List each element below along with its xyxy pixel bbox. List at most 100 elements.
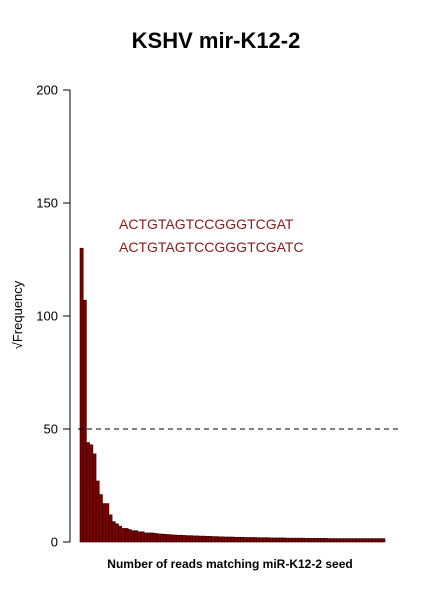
bar (220, 536, 225, 543)
bar (124, 528, 129, 543)
bar (249, 537, 254, 543)
bar (291, 537, 296, 543)
bar (230, 536, 235, 543)
bar (82, 299, 87, 543)
bar (281, 537, 286, 543)
bar (259, 537, 264, 543)
bar (365, 538, 370, 543)
bars-group (79, 247, 386, 543)
bar (208, 536, 212, 543)
bar (156, 533, 161, 543)
bar (262, 537, 267, 543)
bar (375, 538, 379, 543)
bar (285, 537, 289, 543)
bar (140, 531, 145, 543)
bar (185, 535, 190, 543)
bar (188, 535, 193, 543)
bar (240, 536, 245, 543)
annotation-line-1: ACTGTAGTCCGGGTCGAT (119, 216, 294, 232)
y-tick-label: 0 (51, 535, 58, 550)
bar (159, 533, 164, 543)
y-axis-label: √Frequency (10, 280, 25, 349)
bar (179, 534, 184, 543)
bar (326, 538, 331, 543)
bar (195, 535, 200, 543)
y-tick-label: 200 (36, 83, 58, 98)
ylabel-text: Frequency (10, 280, 25, 342)
bar (298, 537, 302, 543)
ylabel-prefix: √ (10, 341, 25, 349)
svg-text:√Frequency: √Frequency (10, 280, 25, 349)
annotation-line-2: ACTGTAGTCCGGGTCGATC (119, 239, 304, 255)
bar (362, 538, 367, 543)
bar (237, 536, 241, 543)
bar (368, 538, 373, 543)
bar (105, 503, 110, 543)
bar (153, 533, 158, 543)
bar (95, 480, 100, 543)
bar (89, 444, 94, 543)
bar (272, 537, 277, 543)
bar (172, 534, 177, 543)
y-tick-label: 150 (36, 196, 58, 211)
bar (201, 535, 206, 543)
bar (192, 535, 196, 543)
bar (182, 535, 187, 543)
bar (330, 538, 334, 543)
bar (211, 536, 216, 543)
bar (304, 538, 309, 543)
bar (121, 528, 126, 543)
bar (217, 536, 222, 543)
bar (150, 532, 155, 543)
bar (256, 537, 261, 543)
bar (278, 537, 283, 543)
bar (166, 534, 171, 543)
bar (333, 538, 338, 543)
bar (115, 523, 119, 543)
bar (214, 536, 219, 543)
bar (108, 514, 113, 543)
bar (317, 538, 322, 543)
bar (134, 530, 139, 543)
bar (314, 538, 318, 543)
bar (163, 534, 167, 543)
bar (349, 538, 354, 543)
bar (246, 537, 251, 543)
bar (336, 538, 341, 543)
bar (127, 529, 132, 543)
bar (378, 538, 383, 543)
bar (301, 537, 306, 543)
bar (137, 531, 142, 543)
y-ticks-group: 0 50 100 150 200 (36, 83, 70, 550)
chart-title: KSHV mir-K12-2 (132, 28, 301, 53)
bar (118, 525, 123, 543)
bar (307, 538, 312, 543)
bar (79, 247, 84, 543)
bar (320, 538, 325, 543)
bar (310, 538, 315, 543)
bar (269, 537, 273, 543)
bar (342, 538, 347, 543)
bar (339, 538, 344, 543)
bar (253, 537, 257, 543)
bar (111, 521, 116, 543)
bar (265, 537, 270, 543)
bar (147, 532, 151, 543)
bar (224, 536, 228, 543)
bar (381, 538, 386, 543)
bar (143, 532, 148, 543)
bar (204, 536, 209, 543)
bar (198, 535, 203, 543)
y-tick-label: 100 (36, 309, 58, 324)
bar (359, 538, 363, 543)
bar (227, 536, 232, 543)
bar (275, 537, 280, 543)
bar (294, 537, 299, 543)
bar (233, 536, 238, 543)
bar (371, 538, 376, 543)
bar (346, 538, 350, 543)
bar (243, 537, 248, 543)
bar (323, 538, 328, 543)
bar (352, 538, 357, 543)
